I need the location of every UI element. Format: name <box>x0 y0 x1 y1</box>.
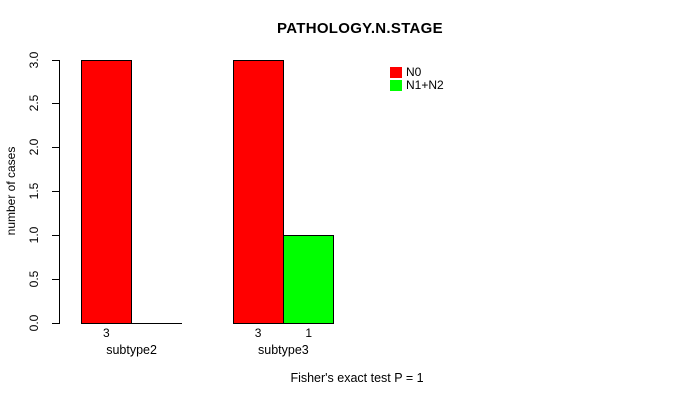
y-tick <box>52 279 59 281</box>
y-tick-label: 1.5 <box>26 182 41 200</box>
y-tick-label: 0.0 <box>26 314 41 332</box>
legend-swatch-icon <box>390 80 402 91</box>
chart-title: PATHOLOGY.N.STAGE <box>277 20 443 37</box>
y-tick-label: 0.5 <box>26 270 41 288</box>
bar-value-label: 3 <box>102 326 110 340</box>
annotation-text: Fisher's exact test P = 1 <box>290 371 424 385</box>
bar-n1-n2-subtype3 <box>283 235 335 324</box>
y-tick <box>52 323 59 324</box>
y-tick <box>52 147 59 149</box>
y-tick <box>52 103 59 105</box>
y-tick-label: 2.5 <box>26 95 41 112</box>
category-label-subtype3: subtype3 <box>258 343 309 357</box>
bar-value-label: 1 <box>305 326 313 340</box>
y-tick-label: 3.0 <box>26 51 41 68</box>
legend-swatch-icon <box>390 67 402 78</box>
bar-n0-subtype2 <box>81 59 133 324</box>
legend-row: N1+N2 <box>390 79 444 92</box>
legend: N0 N1+N2 <box>390 66 444 92</box>
legend-label: N1+N2 <box>406 78 444 92</box>
y-tick <box>52 59 59 61</box>
y-tick-label: 2.0 <box>26 138 41 156</box>
y-tick <box>52 191 59 193</box>
y-tick-label: 1.0 <box>26 226 41 244</box>
bar-n0-subtype3 <box>232 59 284 324</box>
y-axis-label: number of cases <box>4 146 18 236</box>
legend-row: N0 <box>390 66 444 79</box>
y-tick <box>52 235 59 237</box>
legend-label: N0 <box>406 65 422 79</box>
y-axis-line <box>59 59 60 324</box>
category-label-subtype2: subtype2 <box>106 343 157 357</box>
bar-value-label: 3 <box>254 326 262 340</box>
